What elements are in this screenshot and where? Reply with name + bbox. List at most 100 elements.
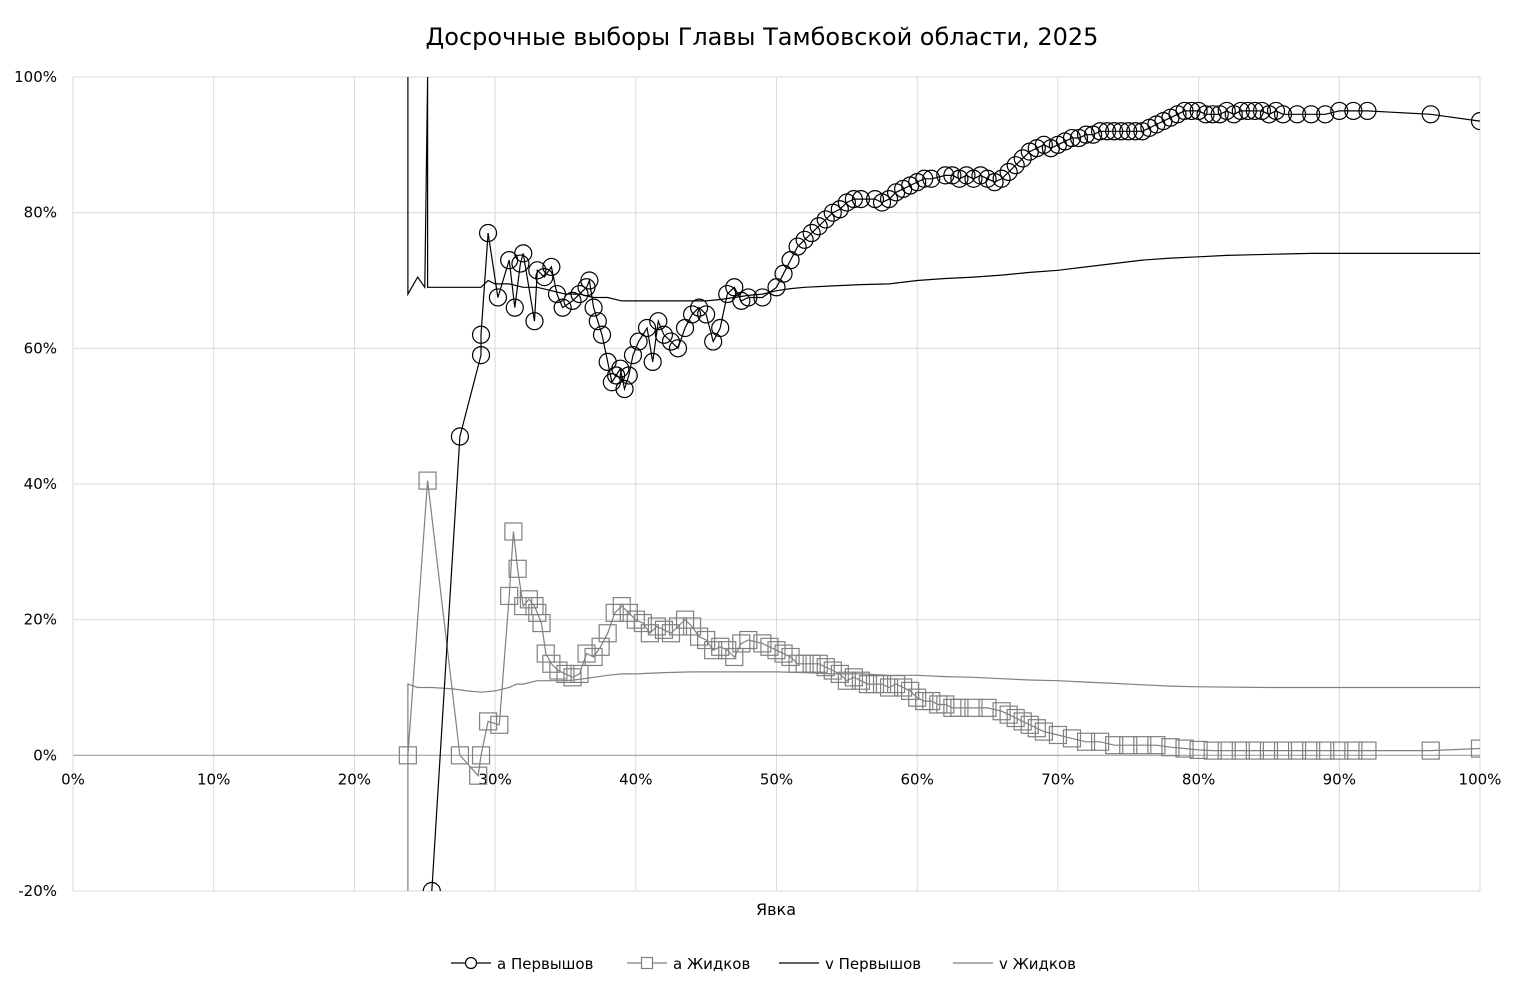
data-point bbox=[690, 627, 709, 646]
data-point bbox=[654, 620, 674, 639]
data-point bbox=[598, 624, 617, 643]
data-point bbox=[508, 559, 527, 578]
data-point bbox=[830, 200, 849, 219]
data-point bbox=[1238, 101, 1257, 121]
data-point bbox=[1344, 741, 1363, 760]
y-axis-ticks: -20% 0% 20% 40% 60% 80% 100% bbox=[14, 68, 57, 900]
data-point bbox=[795, 230, 814, 249]
x-tick-label: 40% bbox=[619, 770, 652, 788]
data-point bbox=[964, 698, 983, 717]
data-point bbox=[619, 366, 638, 385]
data-point bbox=[908, 688, 927, 707]
data-point bbox=[1203, 105, 1222, 124]
data-point bbox=[1175, 101, 1194, 121]
data-point bbox=[978, 698, 997, 717]
legend-label: a Жидков bbox=[673, 955, 750, 973]
legend: a Первышов a Жидков v Первышов v Жидков bbox=[451, 955, 1076, 973]
data-point bbox=[1076, 125, 1096, 144]
data-point bbox=[922, 169, 941, 188]
data-point bbox=[844, 190, 863, 209]
data-point bbox=[1034, 722, 1053, 741]
data-point bbox=[1273, 741, 1293, 760]
data-point bbox=[1245, 741, 1264, 760]
data-point bbox=[528, 603, 547, 622]
y-tick-label: 100% bbox=[14, 68, 57, 86]
data-point bbox=[809, 654, 828, 673]
data-point bbox=[450, 427, 470, 446]
data-point bbox=[697, 305, 716, 324]
data-point bbox=[936, 166, 955, 185]
data-point bbox=[1470, 111, 1480, 131]
y-tick-label: 80% bbox=[24, 204, 57, 222]
data-point bbox=[816, 658, 835, 677]
data-point bbox=[592, 325, 612, 344]
data-point bbox=[711, 637, 730, 656]
data-point bbox=[633, 613, 652, 633]
data-point bbox=[547, 284, 567, 304]
data-point bbox=[1048, 725, 1068, 745]
data-point bbox=[612, 596, 631, 616]
data-point bbox=[654, 325, 674, 344]
data-point bbox=[725, 647, 744, 667]
data-point bbox=[535, 268, 554, 287]
data-point bbox=[886, 675, 906, 694]
data-point bbox=[1091, 122, 1110, 141]
x-tick-label: 70% bbox=[1041, 770, 1074, 788]
data-point bbox=[950, 698, 969, 717]
series-layer bbox=[398, 77, 1480, 891]
data-point bbox=[753, 634, 772, 653]
x-tick-label: 20% bbox=[338, 770, 371, 788]
data-point bbox=[1182, 101, 1201, 121]
data-point bbox=[418, 471, 437, 490]
data-point bbox=[1203, 741, 1222, 760]
data-point bbox=[511, 254, 530, 273]
data-point bbox=[1098, 122, 1117, 141]
data-point bbox=[802, 223, 821, 243]
data-point bbox=[767, 641, 786, 660]
data-point bbox=[580, 271, 599, 290]
data-point bbox=[915, 169, 934, 188]
data-point bbox=[1126, 122, 1145, 141]
data-point bbox=[577, 644, 596, 663]
series-line bbox=[407, 480, 1480, 778]
data-point bbox=[788, 237, 807, 256]
data-point bbox=[471, 325, 491, 344]
data-point bbox=[591, 637, 610, 656]
data-point bbox=[514, 596, 533, 616]
data-point bbox=[469, 766, 488, 785]
data-point bbox=[1287, 105, 1307, 124]
data-point bbox=[879, 190, 899, 209]
data-point bbox=[1330, 101, 1349, 121]
x-tick-label: 60% bbox=[901, 770, 934, 788]
data-point bbox=[1119, 122, 1138, 141]
data-point bbox=[478, 712, 498, 731]
data-point bbox=[1217, 741, 1236, 760]
data-point bbox=[922, 691, 941, 711]
x-tick-label: 90% bbox=[1323, 770, 1356, 788]
y-tick-label: 40% bbox=[24, 475, 57, 493]
data-point bbox=[1062, 128, 1082, 148]
data-point bbox=[500, 586, 519, 606]
data-point bbox=[1119, 736, 1138, 755]
data-point bbox=[471, 746, 491, 765]
data-point bbox=[450, 746, 470, 765]
data-point bbox=[661, 624, 681, 643]
data-point bbox=[563, 291, 582, 310]
data-point bbox=[1344, 101, 1363, 121]
x-tick-label: 80% bbox=[1182, 770, 1215, 788]
data-point bbox=[505, 298, 524, 317]
data-point bbox=[1027, 719, 1046, 738]
data-point bbox=[1161, 738, 1180, 757]
data-point bbox=[837, 671, 856, 690]
data-point bbox=[514, 244, 533, 263]
data-point bbox=[668, 617, 688, 636]
y-tick-label: -20% bbox=[18, 882, 57, 900]
data-point bbox=[781, 647, 800, 667]
data-point bbox=[1259, 741, 1279, 760]
data-point bbox=[851, 671, 871, 690]
data-point bbox=[1358, 741, 1377, 760]
legend-item: a Жидков bbox=[627, 955, 750, 973]
data-point bbox=[830, 664, 849, 684]
data-point bbox=[488, 288, 508, 307]
